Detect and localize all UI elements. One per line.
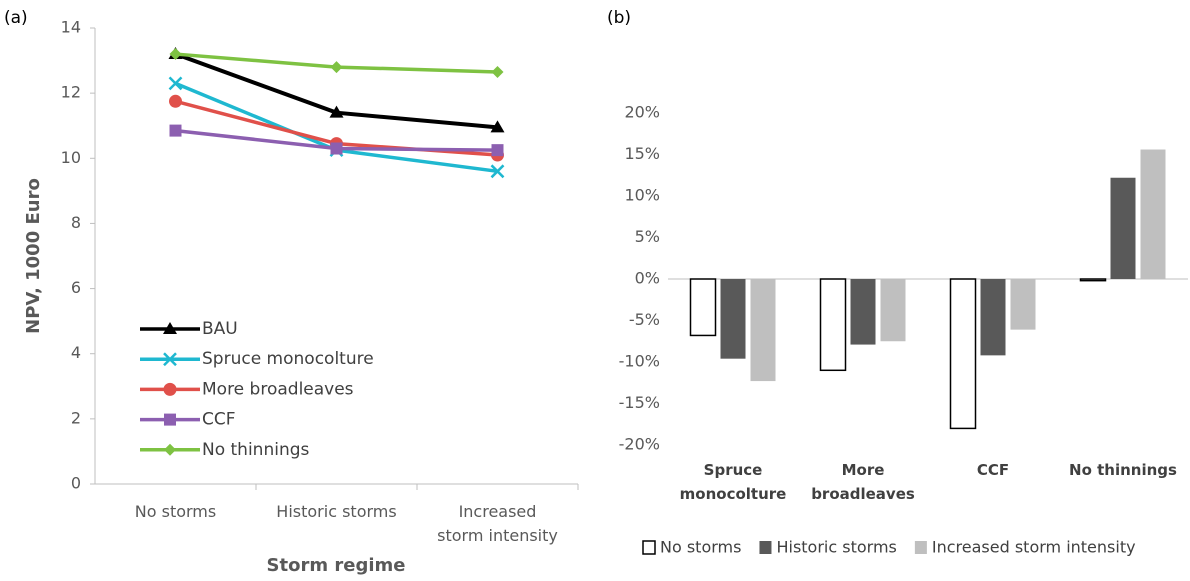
x-tick-label: Increased storm intensity	[437, 502, 558, 545]
y-axis-title: NPV, 1000 Euro	[23, 178, 44, 334]
x-tick-label-box: Historic storms	[276, 502, 397, 521]
marker	[164, 413, 176, 426]
y-tick-label: 10	[61, 148, 81, 167]
x-tick-label: No storms	[134, 502, 217, 521]
x-tick-label-box: More broadleaves	[811, 461, 915, 503]
marker	[490, 120, 505, 133]
x-tick-label-box: Increased storm intensity	[437, 502, 558, 545]
legend-label: BAU	[202, 319, 238, 339]
y-tick-label: -20%	[619, 435, 660, 454]
y-tick-label: 6	[71, 278, 81, 297]
x-tick-label: CCF	[976, 461, 1010, 479]
marker	[169, 124, 182, 137]
bar	[880, 279, 906, 342]
x-tick-label-box: No storms	[134, 502, 217, 521]
y-tick-label: 8	[71, 213, 81, 232]
marker	[169, 94, 182, 108]
marker	[330, 61, 343, 74]
x-tick-label: No thinnings	[1069, 461, 1177, 479]
marker	[169, 48, 182, 61]
y-tick-label: -15%	[619, 393, 660, 412]
marker	[163, 322, 177, 334]
x-axis-title: Storm regime	[267, 555, 406, 576]
marker	[491, 65, 504, 78]
bar	[850, 279, 876, 345]
y-tick-label: -5%	[629, 310, 660, 329]
marker	[329, 105, 344, 118]
x-tick-label-box: Spruce monocolture	[679, 461, 787, 503]
legend-label: More broadleaves	[202, 379, 354, 399]
marker	[163, 382, 177, 396]
series-line	[174, 81, 498, 174]
marker	[330, 142, 343, 155]
bar	[720, 279, 746, 359]
bar	[689, 278, 717, 337]
x-tick-label-box: No thinnings	[1069, 461, 1177, 479]
y-tick-label: 0%	[635, 269, 660, 288]
legend-label: No thinnings	[202, 440, 310, 460]
y-tick-label: 2	[71, 408, 81, 427]
y-tick-label: -10%	[619, 352, 660, 371]
x-tick-label-box: CCF	[976, 461, 1010, 479]
bar	[980, 279, 1006, 356]
y-tick-label: 5%	[635, 227, 660, 246]
marker	[164, 443, 176, 456]
bar	[1140, 149, 1166, 279]
legend-swatch	[759, 541, 772, 554]
legend-label: CCF	[202, 410, 236, 430]
bar	[1010, 279, 1036, 330]
y-tick-label: 10%	[624, 186, 660, 205]
y-tick-label: 4	[71, 343, 81, 362]
bar	[750, 279, 776, 382]
x-tick-label: More broadleaves	[811, 461, 915, 503]
x-tick-label: Historic storms	[276, 502, 397, 521]
bar	[949, 278, 977, 430]
panel-label: (a)	[4, 8, 28, 28]
legend-swatch	[914, 541, 927, 554]
legend-label: Increased storm intensity	[932, 538, 1136, 557]
legend-label: No storms	[660, 538, 741, 557]
marker	[491, 144, 504, 157]
x-tick-label: Spruce monocolture	[679, 461, 787, 503]
bar	[1110, 177, 1136, 279]
y-tick-label: 12	[61, 83, 81, 102]
marker	[163, 352, 177, 367]
panel-label: (b)	[607, 8, 631, 28]
legend-swatch	[642, 540, 656, 555]
y-tick-label: 0	[71, 474, 81, 493]
marker	[168, 76, 183, 91]
marker	[490, 164, 505, 179]
bar	[1079, 278, 1107, 282]
y-tick-label: 20%	[624, 103, 660, 122]
y-tick-label: 15%	[624, 144, 660, 163]
legend-label: Historic storms	[776, 538, 896, 557]
bar	[819, 278, 847, 372]
legend-label: Spruce monocolture	[202, 349, 374, 369]
y-tick-label: 14	[61, 18, 81, 37]
